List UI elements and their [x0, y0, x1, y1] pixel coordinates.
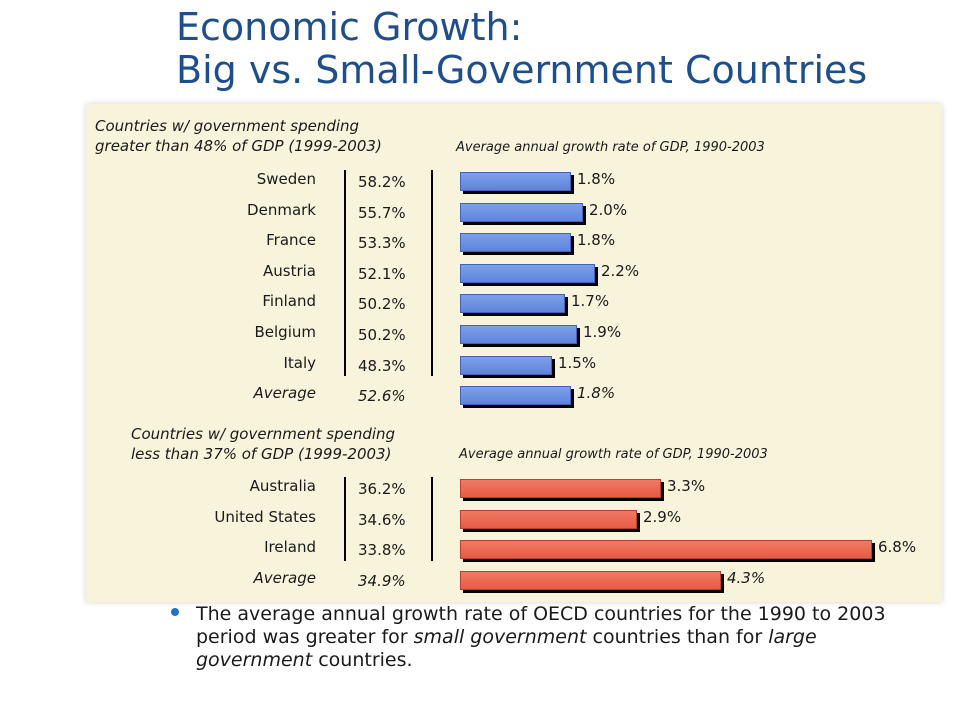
big-gov-growth-bar-finland	[460, 294, 565, 313]
small-gov-value-header: Average annual growth rate of GDP, 1990-…	[459, 447, 768, 462]
bullet-text-large-gov: large government	[196, 626, 817, 671]
bullet-text-5: countries.	[312, 649, 413, 671]
big-gov-growth-bar-france	[460, 233, 571, 252]
small-gov-title-line-1: Countries w/ government spending	[131, 425, 396, 443]
big-gov-spending-belgium: 50.2%	[358, 326, 406, 344]
bullet-icon	[171, 608, 179, 616]
big-gov-growth-bar-average	[460, 386, 571, 405]
big-gov-growth-bar-belgium	[460, 325, 577, 344]
big-gov-country-label-austria: Austria	[263, 262, 316, 280]
big-gov-country-label-sweden: Sweden	[256, 170, 316, 188]
big-gov-spending-finland: 50.2%	[358, 295, 406, 313]
small-gov-growth-label-australia: 3.3%	[667, 477, 706, 495]
page-title: Economic Growth: Big vs. Small-Governmen…	[176, 6, 867, 92]
big-gov-country-label-denmark: Denmark	[247, 201, 316, 219]
big-gov-title-line-2: greater than 48% of GDP (1999-2003)	[95, 137, 382, 155]
big-gov-growth-label-france: 1.8%	[577, 231, 616, 249]
big-gov-country-label-average: Average	[253, 384, 316, 402]
big-gov-growth-label-finland: 1.7%	[571, 292, 610, 310]
title-line-1: Economic Growth:	[176, 5, 523, 49]
small-gov-country-label-average: Average	[253, 569, 316, 587]
big-gov-growth-bar-italy	[460, 356, 552, 375]
small-gov-growth-label-ireland: 6.8%	[878, 538, 917, 556]
small-gov-spending-ireland: 33.8%	[358, 541, 406, 559]
big-gov-spending-austria: 52.1%	[358, 265, 406, 283]
bullet-text-3: countries than for	[586, 626, 769, 648]
small-gov-spending-average: 34.9%	[358, 572, 406, 590]
big-gov-spending-average: 52.6%	[358, 387, 406, 405]
bullet-text-small-gov: small government	[413, 626, 587, 648]
small-gov-spending-united-states: 34.6%	[358, 511, 406, 529]
big-gov-country-label-france: France	[266, 231, 316, 249]
big-gov-growth-label-average: 1.8%	[577, 384, 616, 402]
summary-bullet: The average annual growth rate of OECD c…	[196, 603, 936, 672]
small-gov-growth-bar-australia	[460, 479, 661, 498]
big-gov-section-title: Countries w/ government spending greater…	[95, 116, 382, 156]
big-gov-country-label-italy: Italy	[283, 354, 316, 372]
small-gov-growth-label-united-states: 2.9%	[643, 508, 682, 526]
big-gov-spending-france: 53.3%	[358, 234, 406, 252]
small-gov-country-label-ireland: Ireland	[264, 538, 316, 556]
small-gov-title-line-2: less than 37% of GDP (1999-2003)	[131, 445, 392, 463]
small-gov-country-label-australia: Australia	[249, 477, 316, 495]
small-gov-country-label-united-states: United States	[214, 508, 316, 526]
big-gov-spending-sweden: 58.2%	[358, 173, 406, 191]
small-gov-growth-bar-average	[460, 571, 721, 590]
bullet-text-1: The average annual growth rate of OECD c…	[196, 603, 886, 648]
title-line-2: Big vs. Small-Government Countries	[176, 48, 868, 92]
big-gov-value-header: Average annual growth rate of GDP, 1990-…	[456, 140, 765, 155]
small-gov-section-title: Countries w/ government spending less th…	[131, 424, 395, 464]
big-gov-value-divider	[431, 170, 433, 376]
small-gov-spending-australia: 36.2%	[358, 480, 406, 498]
big-gov-spending-denmark: 55.7%	[358, 204, 406, 222]
big-gov-growth-label-denmark: 2.0%	[589, 201, 628, 219]
big-gov-growth-bar-denmark	[460, 203, 583, 222]
big-gov-title-line-1: Countries w/ government spending	[95, 117, 360, 135]
small-gov-growth-label-average: 4.3%	[727, 569, 766, 587]
big-gov-growth-label-italy: 1.5%	[558, 354, 597, 372]
big-gov-country-label-belgium: Belgium	[254, 323, 317, 341]
small-gov-growth-bar-united-states	[460, 510, 637, 529]
big-gov-growth-label-belgium: 1.9%	[583, 323, 622, 341]
big-gov-growth-bar-austria	[460, 264, 595, 283]
small-gov-growth-bar-ireland	[460, 540, 872, 559]
big-gov-label-divider	[344, 170, 346, 376]
big-gov-spending-italy: 48.3%	[358, 357, 406, 375]
big-gov-growth-label-sweden: 1.8%	[577, 170, 616, 188]
big-gov-growth-label-austria: 2.2%	[601, 262, 640, 280]
big-gov-country-label-finland: Finland	[262, 292, 316, 310]
small-gov-value-divider	[431, 477, 433, 561]
small-gov-label-divider	[344, 477, 346, 561]
big-gov-growth-bar-sweden	[460, 172, 571, 191]
